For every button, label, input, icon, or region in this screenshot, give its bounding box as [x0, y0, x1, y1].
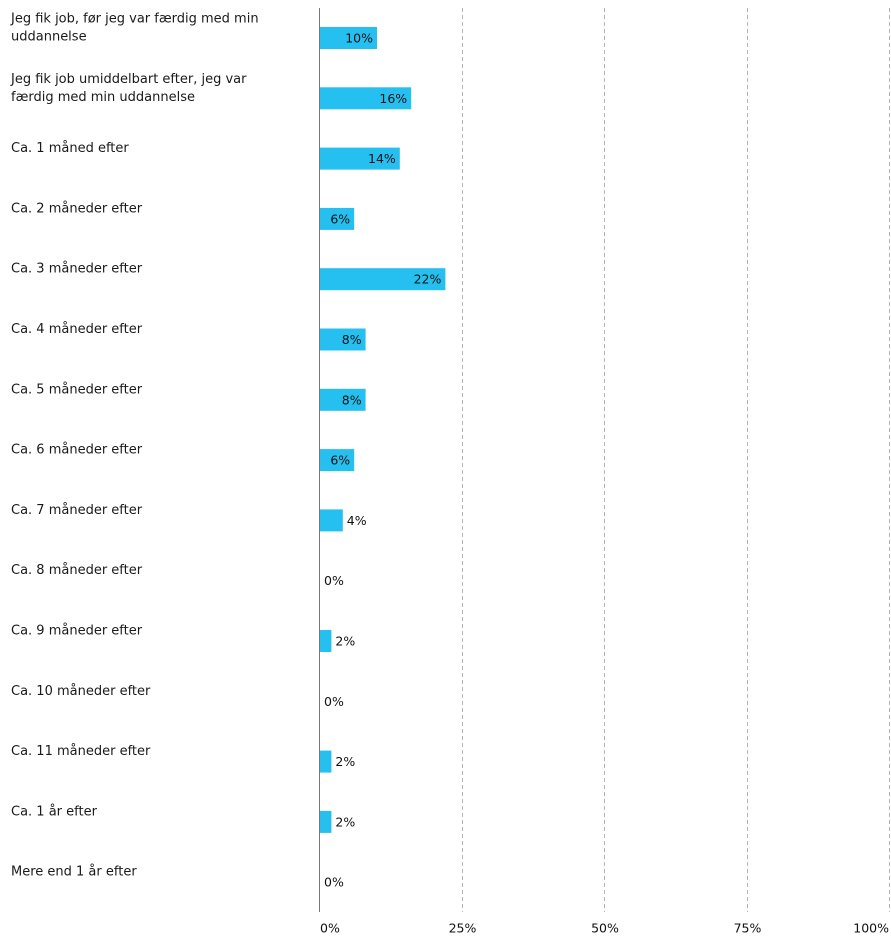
category-label-4: Ca. 3 måneder efter	[11, 262, 143, 277]
value-label-3: 6%	[330, 211, 350, 226]
x-tick-label-75: 75%	[734, 921, 762, 936]
category-label-5: Ca. 4 måneder efter	[11, 322, 143, 337]
value-labels: 10% 16% 14% 6% 22% 8% 8% 6% 4% 0% 2% 0% 2% 2% 0%	[324, 31, 442, 890]
value-label-0: 10%	[345, 31, 373, 46]
bar-0	[320, 27, 377, 49]
bar-5	[320, 328, 366, 351]
bar-2	[320, 147, 400, 170]
bar-4	[320, 268, 446, 291]
bar-1	[320, 87, 412, 110]
category-label-10: Ca. 9 måneder efter	[11, 624, 143, 639]
value-label-11: 0%	[324, 694, 344, 709]
category-label-0-line-1: uddannelse	[11, 30, 87, 45]
bars	[320, 27, 446, 833]
category-label-14: Mere end 1 år efter	[11, 865, 137, 880]
value-label-8: 4%	[347, 513, 367, 528]
value-label-12: 2%	[335, 754, 355, 769]
category-label-0-line-0: Jeg fik job, før jeg var færdig med min	[10, 12, 259, 27]
value-label-9: 0%	[324, 573, 344, 588]
x-tick-label-25: 25%	[449, 921, 477, 936]
value-label-7: 6%	[330, 453, 350, 468]
category-label-11: Ca. 10 måneder efter	[11, 684, 151, 699]
category-label-2: Ca. 1 måned efter	[11, 141, 129, 156]
value-label-6: 8%	[342, 392, 362, 407]
value-label-14: 0%	[324, 875, 344, 890]
bar-7	[320, 449, 355, 472]
category-label-1-line-1: færdig med min uddannelse	[11, 90, 195, 105]
category-label-8: Ca. 7 måneder efter	[11, 503, 143, 518]
value-label-1: 16%	[379, 91, 407, 106]
bar-10	[320, 630, 332, 652]
category-label-6: Ca. 5 måneder efter	[11, 382, 143, 397]
category-label-13: Ca. 1 år efter	[11, 804, 98, 819]
category-label-7: Ca. 6 måneder efter	[11, 443, 143, 458]
x-tick-labels: 0% 25% 50% 75% 100%	[320, 921, 889, 936]
value-label-2: 14%	[368, 151, 396, 166]
value-label-4: 22%	[414, 272, 442, 287]
value-label-5: 8%	[342, 332, 362, 347]
category-label-12: Ca. 11 måneder efter	[11, 744, 151, 759]
x-tick-label-0: 0%	[320, 921, 340, 936]
value-label-13: 2%	[335, 814, 355, 829]
category-label-1-line-0: Jeg fik job umiddelbart efter, jeg var	[10, 72, 247, 87]
x-tick-label-50: 50%	[591, 921, 619, 936]
x-tick-label-100: 100%	[853, 921, 889, 936]
category-label-3: Ca. 2 måneder efter	[11, 201, 143, 216]
bar-12	[320, 750, 332, 773]
category-label-9: Ca. 8 måneder efter	[11, 563, 143, 578]
bar-8	[320, 509, 343, 532]
value-label-10: 2%	[335, 634, 355, 649]
bar-13	[320, 810, 332, 833]
category-labels: Jeg fik job, før jeg var færdig med min u…	[10, 12, 259, 880]
bar-3	[320, 207, 355, 230]
gridlines	[462, 8, 890, 912]
bar-6	[320, 388, 366, 411]
